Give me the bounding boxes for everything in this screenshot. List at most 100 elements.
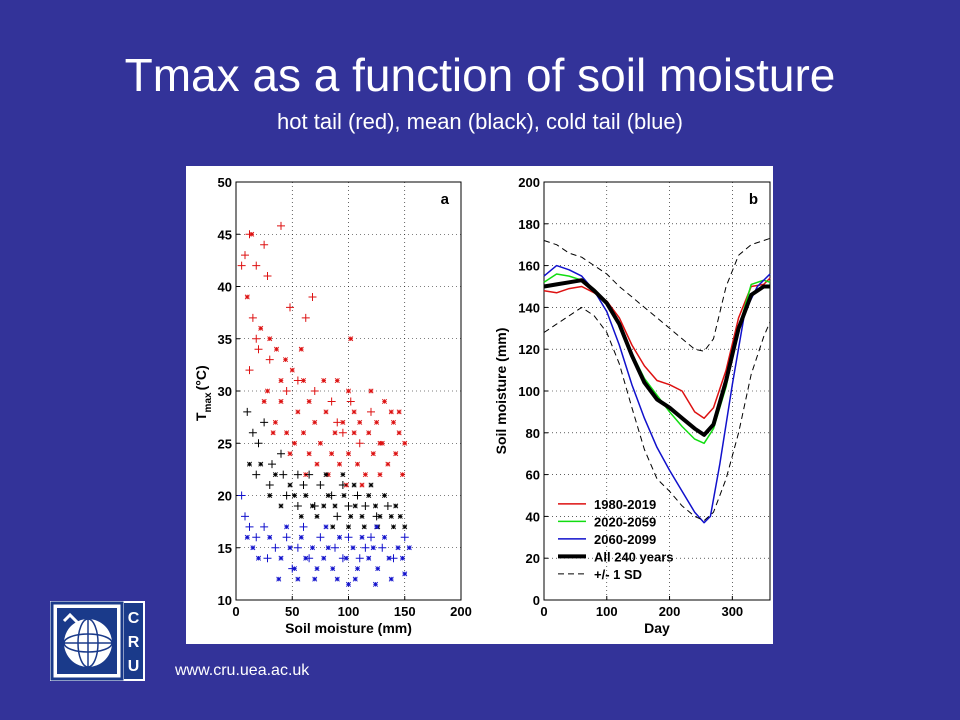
panel-b-ytick-label: 160 — [518, 259, 540, 274]
scatter-point-star — [306, 451, 312, 457]
logo-letter-r: R — [128, 634, 140, 651]
scatter-point-star — [399, 472, 406, 478]
scatter-point-star — [330, 566, 336, 572]
scatter-point-plus — [265, 481, 274, 490]
scatter-point-star — [381, 398, 388, 404]
scatter-point-star — [244, 294, 250, 300]
scatter-point-star — [372, 581, 379, 587]
scatter-point-star — [385, 461, 391, 467]
logo-letter-c: C — [128, 610, 140, 627]
series-line-5 — [543, 306, 771, 522]
panel-b-xtick-label: 0 — [540, 604, 547, 619]
scatter-point-star — [289, 367, 295, 373]
scatter-point-star — [323, 524, 329, 530]
scatter-point-star — [336, 534, 343, 540]
scatter-point-plus — [254, 439, 263, 448]
scatter-point-plus — [282, 387, 291, 395]
scatter-point-star — [306, 398, 312, 404]
scatter-point-star — [351, 482, 357, 488]
scatter-point-plus — [282, 533, 291, 542]
scatter-point-plus — [310, 387, 319, 395]
panel-b-xtick-label: 300 — [721, 604, 743, 619]
scatter-point-plus — [260, 418, 269, 427]
scatter-point-plus — [367, 407, 375, 416]
scatter-point-star — [264, 388, 271, 394]
scatter-point-plus — [277, 221, 285, 230]
scatter-point-plus — [355, 439, 364, 448]
scatter-point-star — [390, 524, 397, 530]
scatter-point-star — [287, 451, 293, 457]
scatter-point-star — [348, 513, 354, 519]
scatter-point-star — [325, 472, 331, 478]
scatter-point-star — [377, 472, 383, 478]
scatter-point-star — [388, 513, 394, 519]
scatter-point-star — [267, 336, 273, 342]
scatter-point-star — [359, 534, 365, 540]
scatter-point-star — [357, 419, 363, 425]
slide-subtitle: hot tail (red), mean (black), cold tail … — [277, 109, 683, 134]
panel-a-ytick-label: 50 — [218, 175, 232, 190]
legend-label: 1980-2019 — [594, 497, 656, 512]
scatter-point-star — [284, 524, 290, 530]
scatter-point-star — [343, 555, 349, 561]
scatter-point-plus — [344, 533, 353, 542]
scatter-point-plus — [271, 543, 280, 552]
scatter-point-star — [372, 503, 379, 509]
scatter-point-star — [321, 378, 327, 384]
legend-label: All 240 years — [594, 549, 674, 564]
scatter-point-plus — [361, 543, 370, 552]
scatter-point-star — [332, 503, 338, 509]
scatter-point-star — [332, 430, 338, 436]
figure: 0 50 100 150 200 10 15 20 25 30 35 40 45 50 a Soil mois… — [186, 166, 773, 644]
website-url[interactable]: www.cru.uea.ac.uk — [175, 662, 310, 679]
panel-a-xtick-label: 200 — [450, 604, 472, 619]
scatter-point-star — [323, 409, 329, 415]
scatter-point-star — [325, 492, 331, 499]
scatter-point-plus — [277, 449, 285, 458]
panel-a-ytick-label: 20 — [218, 489, 232, 504]
scatter-point-star — [340, 472, 346, 478]
scatter-point-star — [395, 545, 401, 551]
scatter-point-plus — [252, 334, 261, 343]
legend-label: 2060-2099 — [594, 532, 656, 547]
scatter-point-plus — [299, 522, 308, 531]
series-line-2 — [543, 264, 771, 524]
scatter-point-plus — [378, 543, 387, 552]
scatter-point-plus — [282, 491, 291, 500]
scatter-point-star — [276, 576, 282, 582]
scatter-point-star — [278, 398, 284, 404]
scatter-point-plus — [316, 533, 325, 542]
scatter-point-plus — [237, 491, 246, 500]
scatter-point-plus — [344, 501, 353, 510]
scatter-point-plus — [293, 470, 302, 479]
scatter-point-plus — [338, 481, 347, 490]
scatter-point-star — [261, 398, 267, 404]
scatter-point-star — [397, 513, 403, 519]
scatter-point-star — [352, 576, 358, 582]
scatter-point-star — [255, 555, 262, 561]
scatter-point-star — [388, 576, 394, 582]
scatter-point-star — [402, 571, 408, 577]
panel-b-ytick-label: 40 — [526, 509, 540, 524]
panel-a-scatter-chart: 0 50 100 150 200 10 15 20 25 30 35 40 45 50 a Soil mois… — [193, 175, 472, 636]
panel-a-ytick-label: 10 — [218, 593, 232, 608]
scatter-point-plus — [260, 240, 269, 249]
scatter-point-star — [249, 231, 255, 237]
series-line-4 — [543, 237, 771, 352]
scatter-point-star — [278, 555, 284, 561]
panel-b-ytick-label: 120 — [518, 342, 540, 357]
scatter-point-star — [386, 555, 392, 561]
panel-b-legend: 1980-2019 2020-2059 2060-2099 All 240 years… — [558, 497, 674, 582]
scatter-point-plus — [361, 501, 370, 510]
scatter-point-star — [258, 461, 264, 467]
scatter-point-plus — [338, 428, 347, 437]
series-line-3 — [543, 278, 770, 437]
scatter-point-star — [396, 430, 402, 436]
scatter-point-star — [350, 545, 356, 551]
panel-a-ytick-label: 45 — [218, 227, 232, 242]
scatter-point-star — [323, 472, 329, 478]
scatter-point-star — [317, 440, 323, 446]
scatter-point-plus — [279, 470, 288, 479]
scatter-point-star — [366, 492, 372, 499]
